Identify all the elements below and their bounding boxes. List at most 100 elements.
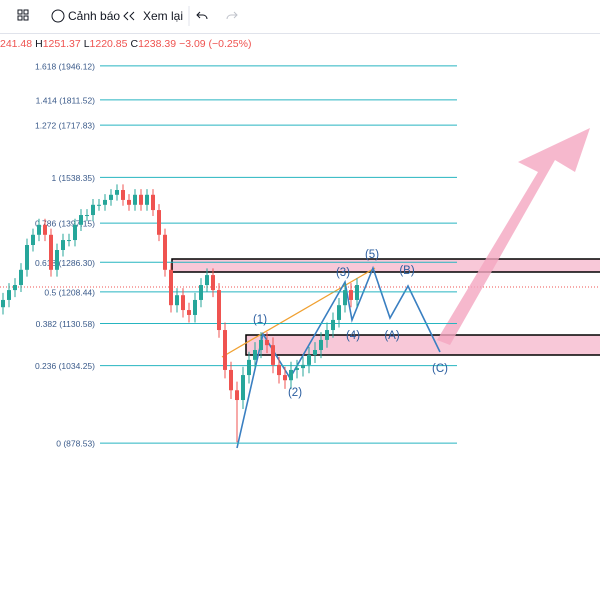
wave-label: (4) xyxy=(346,330,360,342)
candle-body xyxy=(79,215,83,225)
candle-body xyxy=(271,345,275,365)
wave-label: (5) xyxy=(365,249,379,261)
candle-body xyxy=(349,290,353,300)
candle-body xyxy=(109,194,113,200)
candle-body xyxy=(103,199,107,205)
support-box xyxy=(245,334,600,356)
candle-body xyxy=(97,204,101,206)
icon xyxy=(23,15,29,21)
fib-label: 0.382 (1130.58) xyxy=(36,319,96,329)
candle-body xyxy=(325,330,329,340)
candle-body xyxy=(205,275,209,286)
alert-button[interactable]: Cảnh báo xyxy=(68,9,121,23)
candle-body xyxy=(121,190,125,200)
candle-body xyxy=(43,224,47,235)
replay-button[interactable]: Xem lại xyxy=(143,9,184,23)
toolbar: Cảnh báo Xem lại xyxy=(0,0,600,34)
candle-body xyxy=(211,275,215,291)
fib-label: 0 (878.53) xyxy=(56,439,95,449)
wave-label: (3) xyxy=(336,267,350,279)
wave-label: (A) xyxy=(384,330,400,342)
candle-body xyxy=(235,390,239,401)
candle-body xyxy=(151,194,155,211)
candle-body xyxy=(169,269,173,306)
candle-body xyxy=(199,285,203,300)
wave-path xyxy=(236,265,441,449)
candle-body xyxy=(13,285,17,291)
candle-body xyxy=(313,350,317,355)
trend-line xyxy=(221,267,376,358)
candle-body xyxy=(355,285,359,300)
fib-label: 1.618 (1946.12) xyxy=(35,61,95,71)
candle-body xyxy=(307,354,311,365)
candle-body xyxy=(193,299,197,315)
candle-body xyxy=(181,295,185,311)
candle-body xyxy=(19,269,23,286)
resistance-box xyxy=(171,258,600,273)
fib-label: 1.414 (1811.52) xyxy=(36,95,96,105)
ohlc-value: 241.48 xyxy=(0,38,33,50)
candle-body xyxy=(247,359,251,376)
candle-body xyxy=(229,369,233,391)
candle-body xyxy=(55,250,59,270)
icon[interactable] xyxy=(196,11,208,20)
candle-body xyxy=(187,310,191,315)
candle-body xyxy=(289,369,293,381)
fib-label: 0.236 (1034.25) xyxy=(35,361,95,371)
candle-body xyxy=(31,234,35,245)
candle-body xyxy=(277,364,281,376)
fib-label: 0.5 (1208.44) xyxy=(44,287,95,297)
fib-label: 1.272 (1717.83) xyxy=(35,121,95,131)
candle-body xyxy=(265,339,269,346)
ohlc-key: L xyxy=(83,38,90,50)
icon xyxy=(123,11,135,21)
ohlc-key: H xyxy=(35,38,43,50)
candle-body xyxy=(91,204,95,216)
candle-body xyxy=(85,215,89,217)
ohlc-value: 1251.37 xyxy=(42,38,81,50)
wave-label: (C) xyxy=(432,363,448,375)
candle-body xyxy=(67,240,71,242)
icon[interactable] xyxy=(226,11,238,20)
fib-label: 0.786 (1397.15) xyxy=(35,219,95,229)
candle-body xyxy=(175,295,179,306)
ohlc-value: 1220.85 xyxy=(89,38,128,50)
candle-body xyxy=(259,339,263,351)
candle-body xyxy=(7,290,11,300)
candle-body xyxy=(283,375,287,381)
wave-label: (1) xyxy=(253,314,267,326)
ohlc-value: −3.09 (−0.25%) xyxy=(179,38,252,50)
toolbar-icons xyxy=(17,6,238,26)
target-arrow xyxy=(437,128,590,345)
candle-body xyxy=(115,190,119,195)
wave-label: (B) xyxy=(399,265,415,277)
candle-body xyxy=(49,234,53,270)
candle-body xyxy=(241,375,245,401)
wave-label: (2) xyxy=(288,387,302,399)
icon xyxy=(51,9,65,23)
candle-body xyxy=(145,194,149,205)
ohlc-key: C xyxy=(130,38,139,50)
candle-body xyxy=(295,368,299,370)
icon xyxy=(17,9,23,15)
icon xyxy=(17,15,23,21)
candle-body xyxy=(61,240,65,251)
candle-body xyxy=(127,199,131,205)
candle-body xyxy=(1,299,5,308)
ohlc-value: 1238.39 xyxy=(138,38,177,50)
candle-body xyxy=(157,210,161,235)
candle-body xyxy=(301,364,305,369)
icon xyxy=(23,9,29,15)
candle-body xyxy=(331,319,335,331)
candle-body xyxy=(337,305,341,320)
candle-body xyxy=(139,194,143,205)
candle-body xyxy=(217,290,221,331)
fib-label: 1 (1538.35) xyxy=(52,173,96,183)
candle-body xyxy=(25,244,29,270)
candle-body xyxy=(37,224,41,235)
candle-body xyxy=(343,290,347,306)
ohlc-legend: 241.48 H1251.37 L1220.85 C1238.39 −3.09 (−0.… xyxy=(0,38,254,50)
candle-body xyxy=(73,224,77,241)
